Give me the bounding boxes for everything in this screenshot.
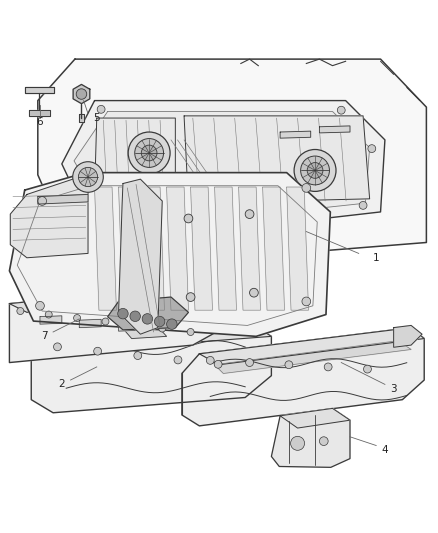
Polygon shape bbox=[79, 114, 84, 123]
Polygon shape bbox=[97, 187, 136, 195]
Circle shape bbox=[17, 308, 24, 314]
Polygon shape bbox=[29, 110, 49, 116]
Circle shape bbox=[134, 352, 142, 359]
Circle shape bbox=[78, 167, 98, 187]
Circle shape bbox=[302, 183, 311, 192]
Circle shape bbox=[159, 325, 166, 332]
Polygon shape bbox=[73, 84, 90, 103]
Polygon shape bbox=[108, 297, 188, 330]
Circle shape bbox=[166, 319, 177, 329]
Polygon shape bbox=[53, 326, 272, 352]
Circle shape bbox=[246, 359, 254, 367]
Polygon shape bbox=[74, 111, 370, 216]
Circle shape bbox=[214, 360, 222, 368]
Circle shape bbox=[250, 288, 258, 297]
Circle shape bbox=[97, 106, 105, 113]
Circle shape bbox=[128, 132, 170, 174]
Circle shape bbox=[38, 197, 46, 205]
Circle shape bbox=[186, 293, 195, 302]
Polygon shape bbox=[40, 316, 62, 324]
Circle shape bbox=[130, 311, 141, 321]
Circle shape bbox=[245, 210, 254, 219]
Circle shape bbox=[135, 139, 163, 167]
Polygon shape bbox=[38, 59, 426, 256]
Circle shape bbox=[285, 361, 293, 369]
Polygon shape bbox=[119, 179, 162, 334]
Circle shape bbox=[53, 343, 61, 351]
Circle shape bbox=[131, 321, 138, 328]
Polygon shape bbox=[287, 187, 308, 310]
Circle shape bbox=[35, 302, 44, 310]
Polygon shape bbox=[166, 187, 188, 310]
Polygon shape bbox=[119, 323, 141, 331]
Circle shape bbox=[368, 144, 376, 152]
Polygon shape bbox=[215, 187, 237, 310]
Circle shape bbox=[141, 145, 157, 161]
Polygon shape bbox=[31, 326, 272, 413]
Polygon shape bbox=[394, 326, 422, 348]
Text: 5: 5 bbox=[93, 113, 100, 123]
Circle shape bbox=[45, 311, 52, 318]
Polygon shape bbox=[239, 187, 261, 310]
Text: 3: 3 bbox=[390, 384, 397, 394]
Circle shape bbox=[73, 161, 103, 192]
Circle shape bbox=[290, 437, 304, 450]
Polygon shape bbox=[95, 118, 175, 195]
Circle shape bbox=[142, 313, 152, 324]
Text: 1: 1 bbox=[373, 253, 379, 263]
Polygon shape bbox=[79, 319, 101, 328]
Polygon shape bbox=[143, 187, 164, 310]
Circle shape bbox=[302, 297, 311, 306]
Circle shape bbox=[118, 309, 128, 319]
Polygon shape bbox=[10, 173, 330, 336]
Polygon shape bbox=[182, 328, 424, 426]
Text: 6: 6 bbox=[37, 117, 43, 127]
Circle shape bbox=[300, 156, 329, 185]
Circle shape bbox=[206, 357, 214, 364]
Polygon shape bbox=[280, 408, 350, 428]
Circle shape bbox=[364, 365, 371, 373]
Circle shape bbox=[337, 106, 345, 114]
Circle shape bbox=[359, 201, 367, 209]
Circle shape bbox=[174, 356, 182, 364]
Polygon shape bbox=[123, 327, 166, 338]
Text: 4: 4 bbox=[381, 445, 388, 455]
Text: 2: 2 bbox=[59, 379, 65, 390]
Polygon shape bbox=[10, 284, 232, 312]
Polygon shape bbox=[280, 131, 311, 138]
Circle shape bbox=[184, 214, 193, 223]
Circle shape bbox=[102, 318, 109, 325]
Polygon shape bbox=[95, 187, 117, 310]
Circle shape bbox=[319, 437, 328, 446]
Circle shape bbox=[76, 89, 87, 99]
Polygon shape bbox=[272, 408, 350, 467]
Polygon shape bbox=[263, 187, 285, 310]
Circle shape bbox=[206, 207, 223, 225]
Circle shape bbox=[201, 203, 228, 229]
Polygon shape bbox=[215, 341, 411, 374]
Circle shape bbox=[94, 348, 102, 355]
Polygon shape bbox=[11, 175, 88, 258]
Circle shape bbox=[154, 316, 165, 327]
Circle shape bbox=[187, 328, 194, 335]
Circle shape bbox=[307, 163, 323, 179]
Text: 7: 7 bbox=[41, 332, 48, 341]
Polygon shape bbox=[184, 116, 370, 203]
Polygon shape bbox=[191, 187, 212, 310]
Polygon shape bbox=[119, 187, 141, 310]
Circle shape bbox=[294, 149, 336, 191]
Polygon shape bbox=[38, 195, 88, 204]
Polygon shape bbox=[62, 101, 385, 227]
Polygon shape bbox=[25, 87, 54, 93]
Polygon shape bbox=[319, 126, 350, 133]
Polygon shape bbox=[10, 284, 232, 362]
Circle shape bbox=[324, 363, 332, 371]
Circle shape bbox=[74, 314, 81, 321]
Polygon shape bbox=[199, 328, 424, 365]
